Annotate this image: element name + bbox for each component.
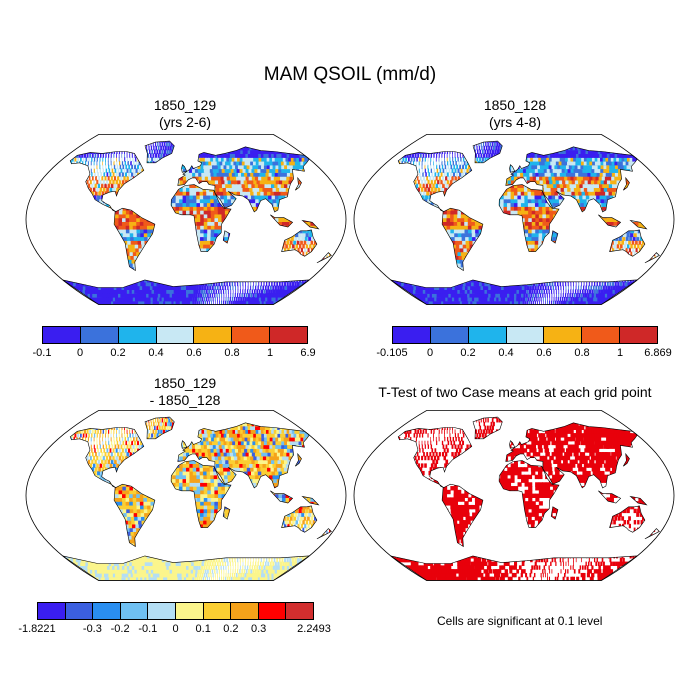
colorbar-tick-label: -0.1	[138, 623, 158, 635]
colorbar-tick-label: 0	[172, 623, 179, 635]
colorbar-tick-label: -0.105	[376, 347, 408, 359]
colorbar-difference	[37, 602, 314, 620]
colorbar-swatch	[148, 603, 176, 619]
panel2-title-line1: 1850_128	[483, 97, 547, 113]
panel2-title-line2: (yrs 4-8)	[488, 114, 542, 130]
colorbar-swatch	[93, 603, 121, 619]
colorbar-tick-label: 0.3	[250, 623, 267, 635]
colorbar-tick-label: -1.8221	[18, 623, 56, 635]
panel3-title: 1850_129 - 1850_128	[20, 375, 350, 409]
colorbar-swatch	[43, 327, 81, 343]
colorbar-swatch	[393, 327, 431, 343]
map-field-cells	[62, 141, 332, 305]
map-panel-1850_128	[353, 134, 675, 305]
map-outline	[25, 410, 347, 581]
map-field-cells	[62, 417, 332, 581]
colorbar-swatch	[80, 327, 119, 343]
panel1-title-line2: (yrs 2-6)	[158, 114, 212, 130]
colorbar-swatch	[175, 603, 204, 619]
colorbar-swatch	[430, 327, 469, 343]
colorbar-tick-label: 0.2	[223, 623, 239, 635]
colorbar-swatch	[258, 603, 287, 619]
figure-title: MAM QSOIL (mm/d)	[263, 64, 437, 85]
colorbar-tick-label: 1	[616, 347, 624, 359]
map-field-cells	[390, 141, 660, 305]
coastlines	[390, 140, 660, 305]
panel1-title-line1: 1850_129	[153, 97, 217, 113]
map-panel-ttest	[353, 410, 675, 581]
colorbar-swatch	[156, 327, 195, 343]
colorbar-swatch	[118, 327, 157, 343]
colorbar-swatch	[120, 603, 149, 619]
colorbar-swatch	[231, 603, 259, 619]
colorbar-tick-label: 0.2	[460, 347, 476, 359]
colorbar-1850_129	[42, 326, 308, 344]
panel4-title: T-Test of two Case means at each grid po…	[350, 384, 680, 401]
significance-note: Cells are significant at 0.1 level	[437, 614, 603, 628]
colorbar-tick-label: -0.3	[82, 623, 102, 635]
colorbar-swatch	[506, 327, 545, 343]
colorbar-tick-label: 0.8	[574, 347, 590, 359]
colorbar-swatch	[194, 327, 233, 343]
map-field-cells	[390, 417, 660, 581]
colorbar-tick-label: 0.1	[195, 623, 211, 635]
panel3-title-line2: - 1850_128	[149, 392, 221, 408]
colorbar-1850_128	[392, 326, 658, 344]
colorbar-tick-label: 0.4	[148, 347, 164, 359]
panel4-title-line1: T-Test of two Case means at each grid po…	[378, 384, 652, 400]
map-outline	[353, 134, 675, 305]
colorbar-tick-label: 0	[76, 347, 84, 359]
panel2-title: 1850_128 (yrs 4-8)	[350, 97, 680, 131]
coastlines	[390, 416, 660, 581]
colorbar-swatch	[232, 327, 271, 343]
colorbar-tick-label: -0.1	[32, 347, 52, 359]
colorbar-swatch	[620, 327, 658, 343]
colorbar-tick-label: 0.2	[110, 347, 126, 359]
colorbar-swatch	[544, 327, 583, 343]
colorbar-swatch	[582, 327, 621, 343]
colorbar-tick-label: 0.6	[536, 347, 552, 359]
colorbar-tick-label: 0.8	[224, 347, 240, 359]
panel1-title: 1850_129 (yrs 2-6)	[20, 97, 350, 131]
map-outline	[353, 410, 675, 581]
colorbar-tick-label: -0.2	[110, 623, 130, 635]
colorbar-swatch	[270, 327, 308, 343]
colorbar-tick-label: 0.4	[498, 347, 514, 359]
panel3-title-line1: 1850_129	[153, 375, 217, 391]
colorbar-tick-label: 1	[266, 347, 274, 359]
colorbar-swatch	[38, 603, 66, 619]
colorbar-swatch	[468, 327, 507, 343]
colorbar-tick-label: 2.2493	[297, 623, 331, 635]
colorbar-tick-label: 0	[426, 347, 434, 359]
colorbar-tick-label: 0.6	[186, 347, 202, 359]
map-panel-1850_129	[25, 134, 347, 305]
map-outline	[25, 134, 347, 305]
colorbar-tick-label: 6.9	[300, 347, 316, 359]
map-panel-difference	[25, 410, 347, 581]
colorbar-tick-label: 6.869	[644, 347, 672, 359]
colorbar-swatch	[286, 603, 313, 619]
colorbar-swatch	[65, 603, 94, 619]
colorbar-swatch	[203, 603, 232, 619]
